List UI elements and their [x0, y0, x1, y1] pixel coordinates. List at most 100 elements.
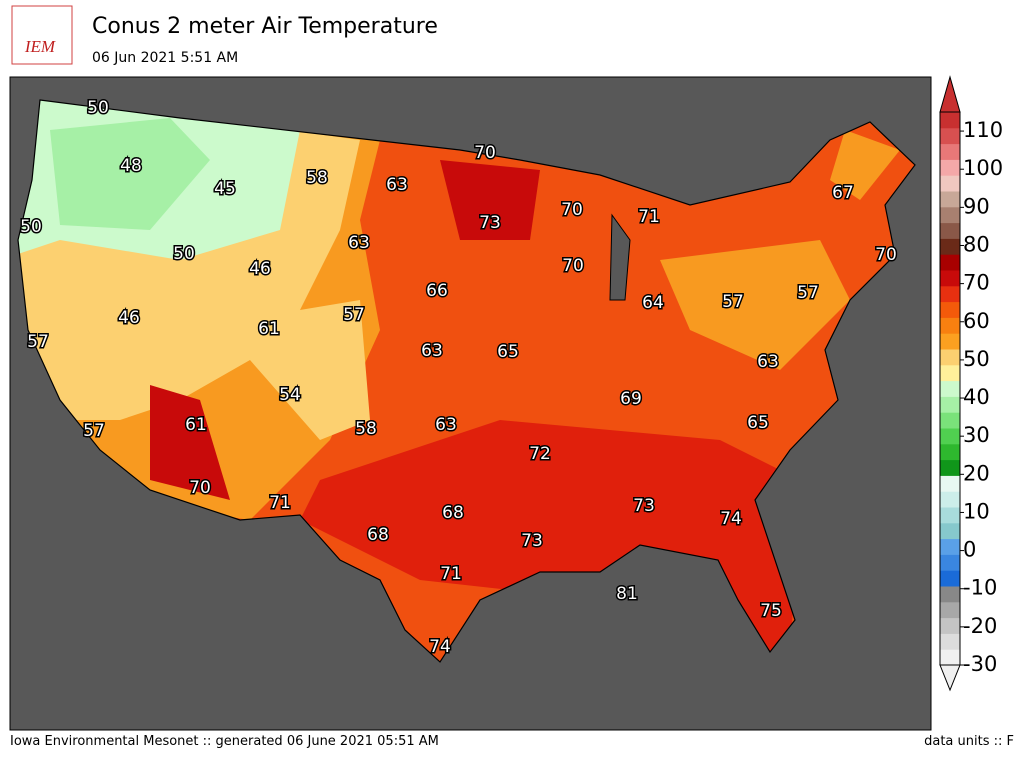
station-value: 63: [348, 233, 370, 253]
colorbar-swatch: [940, 443, 960, 461]
colorbar-swatch: [940, 412, 960, 429]
colorbar-swatch: [940, 285, 960, 303]
colorbar-swatch: [940, 475, 960, 492]
station-value: 50: [173, 244, 195, 264]
logo-frame: [11, 5, 73, 65]
colorbar-swatch: [940, 586, 960, 603]
colorbar-frame: [939, 111, 961, 666]
station-value: 68: [442, 503, 464, 523]
station-value: 50: [20, 217, 42, 237]
station-value: 73: [633, 496, 655, 516]
colorbar-tick-label: -20: [963, 614, 997, 638]
station-value: 71: [269, 493, 291, 513]
title: Conus 2 meter Air Temperature: [92, 14, 438, 39]
colorbar-swatch: [940, 507, 960, 524]
colorbar-swatch: [940, 349, 960, 366]
station-value: 69: [620, 389, 642, 409]
lake: [609, 213, 631, 301]
colorbar-tick-label: 100: [963, 156, 1003, 180]
station-value: 58: [355, 419, 377, 439]
station-value: 71: [440, 564, 462, 584]
colorbar-swatch: [940, 175, 960, 192]
colorbar-swatch: [940, 570, 960, 587]
station-value: 58: [306, 168, 328, 188]
colorbar-swatch: [940, 222, 960, 239]
station-value: 65: [497, 342, 519, 362]
colorbar-swatch: [940, 270, 960, 287]
station-value: 70: [562, 256, 584, 276]
colorbar-swatch: [940, 317, 960, 334]
colorbar-swatch: [940, 601, 960, 619]
colorbar-tick-label: 70: [963, 271, 990, 295]
footer-right: data units :: F: [924, 734, 1014, 749]
colorbar-swatch: [940, 301, 960, 318]
colorbar-tick-label: 80: [963, 232, 990, 256]
colorbar-tick-label: 90: [963, 194, 990, 218]
colorbar-swatch: [940, 191, 960, 208]
colorbar-tick-label: -10: [963, 576, 997, 600]
station-value: 61: [185, 415, 207, 435]
station-value: 70: [561, 200, 583, 220]
colorbar-swatch: [940, 538, 960, 555]
colorbar-swatch: [940, 127, 960, 145]
station-value: 54: [279, 385, 301, 405]
colorbar-swatch: [940, 333, 960, 350]
station-value: 46: [118, 308, 140, 328]
station-value: 73: [521, 531, 543, 551]
colorbar-swatch: [940, 649, 960, 666]
colorbar-swatch: [940, 617, 960, 634]
subtitle: 06 Jun 2021 5:51 AM: [92, 50, 238, 66]
colorbar-swatch: [940, 633, 960, 650]
colorbar-swatch: [940, 459, 960, 476]
station-value: 63: [435, 415, 457, 435]
colorbar-tick-label: 10: [963, 499, 990, 523]
colorbar-arrow-top: [939, 75, 961, 113]
station-value: 64: [642, 293, 664, 313]
station-value: 67: [832, 183, 854, 203]
station-value: 63: [757, 352, 779, 372]
logo: IEM: [11, 5, 73, 65]
station-value: 74: [429, 637, 451, 657]
colorbar-swatch: [940, 522, 960, 540]
station-value: 61: [258, 319, 280, 339]
colorbar-swatch: [940, 238, 960, 255]
colorbar-tick-label: -30: [963, 652, 997, 676]
station-value: 70: [189, 478, 211, 498]
station-value: 50: [87, 98, 109, 118]
colorbar-swatch: [940, 428, 960, 445]
colorbar-swatch: [940, 159, 960, 176]
colorbar-tick-label: 110: [963, 118, 1003, 142]
colorbar-tick-label: 30: [963, 423, 990, 447]
station-value: 70: [875, 245, 897, 265]
station-value: 57: [27, 332, 49, 352]
station-labels: 50 48 45 58 63 70 73 70 71 67 70 50 50 46 63 66 70 46 57 61…: [19, 97, 899, 659]
station-value: 74: [720, 509, 742, 529]
station-value: 68: [367, 525, 389, 545]
station-value: 70: [474, 143, 496, 163]
footer-left: Iowa Environmental Mesonet :: generated …: [10, 734, 439, 749]
station-value: 57: [343, 305, 365, 325]
colorbar-swatch: [940, 206, 960, 224]
colorbar-swatch: [940, 396, 960, 413]
station-value: 57: [797, 283, 819, 303]
colorbar-swatch: [940, 254, 960, 271]
logo-text: IEM: [24, 37, 56, 56]
colorbar-swatch: [940, 554, 960, 571]
station-value: 46: [249, 259, 271, 279]
colorbar-tick-label: 50: [963, 347, 990, 371]
temperature-field: [18, 100, 915, 662]
colorbar-swatch: [940, 364, 960, 382]
station-value: 66: [426, 281, 448, 301]
station-value: 72: [529, 444, 551, 464]
station-value: 81: [616, 584, 638, 604]
station-value: 63: [386, 175, 408, 195]
station-value: 57: [722, 292, 744, 312]
colorbar-tick-label: 40: [963, 385, 990, 409]
colorbar-arrow-bottom: [939, 664, 961, 692]
station-value: 63: [421, 341, 443, 361]
colorbar-tick-label: 20: [963, 461, 990, 485]
colorbar: -30 -20 -10 0 10 20 30 40 50 60 70 80 90 100 110: [939, 75, 1003, 692]
colorbar-tick-label: 0: [963, 538, 976, 562]
station-value: 75: [760, 601, 782, 621]
